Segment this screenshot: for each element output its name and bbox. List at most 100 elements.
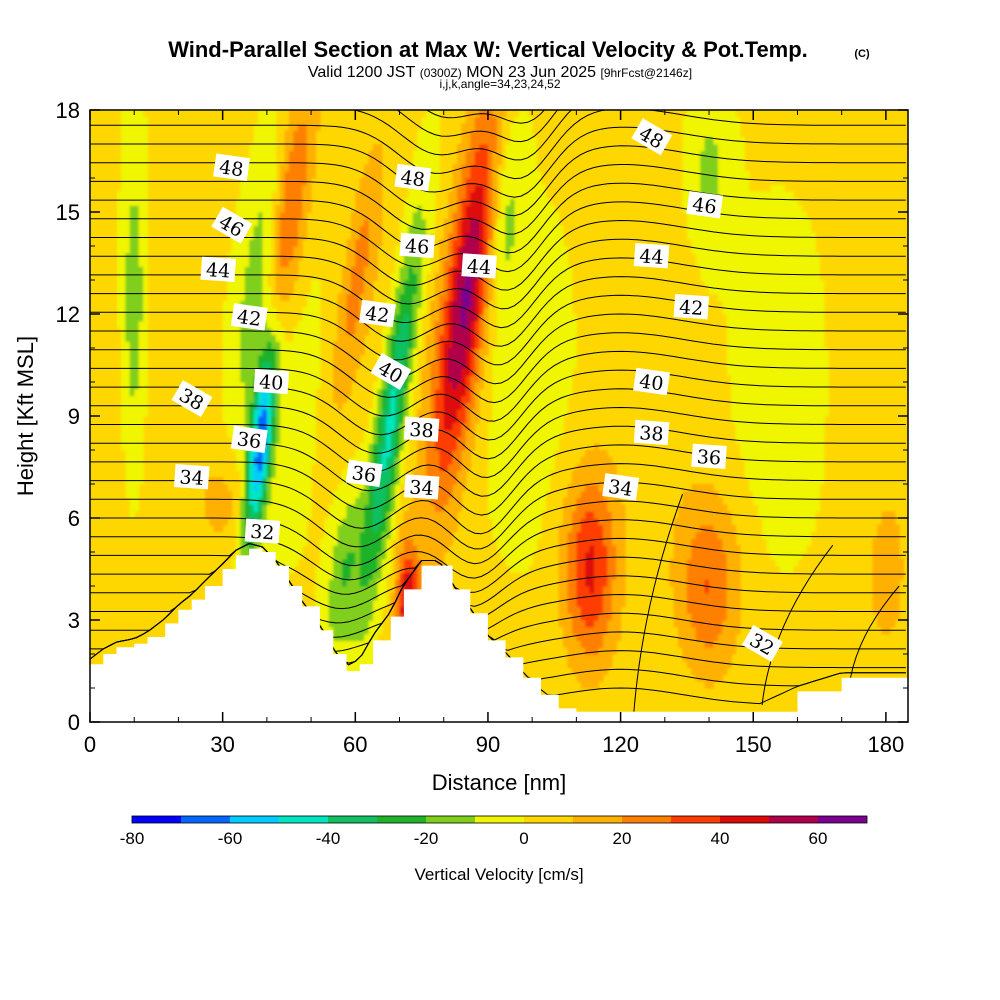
velocity-cell [403,511,458,519]
velocity-cell [271,497,312,505]
y-axis-label: Height [Kft MSL] [13,336,38,496]
velocity-cell [695,259,821,267]
velocity-cell [315,565,334,573]
velocity-cell [602,599,613,607]
velocity-cell [143,307,149,315]
velocity-cell [381,416,387,424]
velocity-cell [673,613,692,621]
velocity-cell [138,259,148,267]
chart-title: Wind-Parallel Section at Max W: Vertical… [168,37,808,62]
velocity-cell [209,518,228,526]
velocity-cell [143,280,149,288]
velocity-cell [395,470,401,478]
velocity-cell [602,606,613,614]
velocity-cell [602,633,622,641]
velocity-cell [386,341,392,349]
velocity-cell [235,198,272,206]
velocity-cell [474,116,498,125]
velocity-cell [682,130,741,138]
velocity-cell [452,314,462,322]
velocity-cell [280,171,286,179]
velocity-cell [872,599,900,607]
velocity-cell [240,348,263,356]
velocity-cell [594,586,604,594]
isentrope-line [90,463,906,535]
velocity-cell [474,361,480,369]
velocity-cell [222,416,246,424]
velocity-cell [452,300,462,308]
velocity-cell [465,375,471,383]
velocity-cell [271,484,312,492]
velocity-cell [240,518,246,526]
velocity-cell [448,246,454,254]
velocity-cell [129,218,140,227]
isentrope-line [90,276,906,347]
velocity-cell [496,137,502,145]
velocity-cell [275,266,299,274]
velocity-cell [328,620,370,628]
velocity-cell [280,164,290,172]
isentrope-label-box [200,256,236,282]
velocity-cell [448,266,454,274]
velocity-cell [457,436,467,444]
velocity-cell [377,524,387,533]
velocity-cell [266,422,272,431]
velocity-cell [138,205,148,213]
velocity-cell [275,286,294,295]
velocity-cell [496,259,569,267]
isentrope-line [90,219,906,291]
velocity-cell [359,538,383,546]
velocity-cell [426,218,436,227]
velocity-cell [598,613,613,621]
velocity-cell [403,361,409,369]
velocity-cell [262,239,272,247]
velocity-cell [479,348,489,356]
velocity-cell [368,620,383,628]
velocity-cell [412,314,418,322]
velocity-cell [399,572,405,580]
colorbar-swatch [524,816,573,823]
velocity-cell [470,137,498,145]
velocity-cell [377,586,387,594]
forecast-info: [9hrFcst@2146z] [601,66,693,80]
velocity-cell [434,354,440,363]
velocity-cell [448,191,458,199]
velocity-cell [426,354,436,363]
velocity-cell [443,327,449,335]
velocity-cell [359,545,383,553]
velocity-cell [452,178,462,186]
velocity-cell [872,579,900,587]
velocity-cell [381,402,387,410]
velocity-cell [439,246,449,254]
velocity-cell [129,246,140,254]
velocity-cell [487,477,551,485]
velocity-cell [315,640,378,648]
velocity-cell [443,266,449,274]
velocity-cell [364,218,370,227]
velocity-cell [240,524,246,533]
velocity-cell [333,348,365,356]
velocity-cell [258,463,263,471]
velocity-cell [452,293,458,301]
velocity-cell [585,579,595,587]
velocity-cell [116,320,126,329]
velocity-cell [262,531,308,539]
velocity-cell [408,348,414,356]
velocity-cell [116,293,126,301]
velocity-cell [275,334,286,342]
velocity-cell [258,422,268,431]
velocity-cell [487,470,551,478]
velocity-cell [346,552,356,560]
velocity-cell [275,443,317,451]
velocity-cell [461,130,471,138]
velocity-cell [319,558,334,567]
terrain [90,548,908,722]
velocity-cell [452,225,458,233]
velocity-cell [116,239,131,247]
velocity-cell [408,273,418,281]
velocity-cell [403,280,418,288]
velocity-cell [682,116,741,125]
velocity-cell [121,361,131,369]
velocity-cell [355,239,370,247]
velocity-cell [417,280,423,288]
